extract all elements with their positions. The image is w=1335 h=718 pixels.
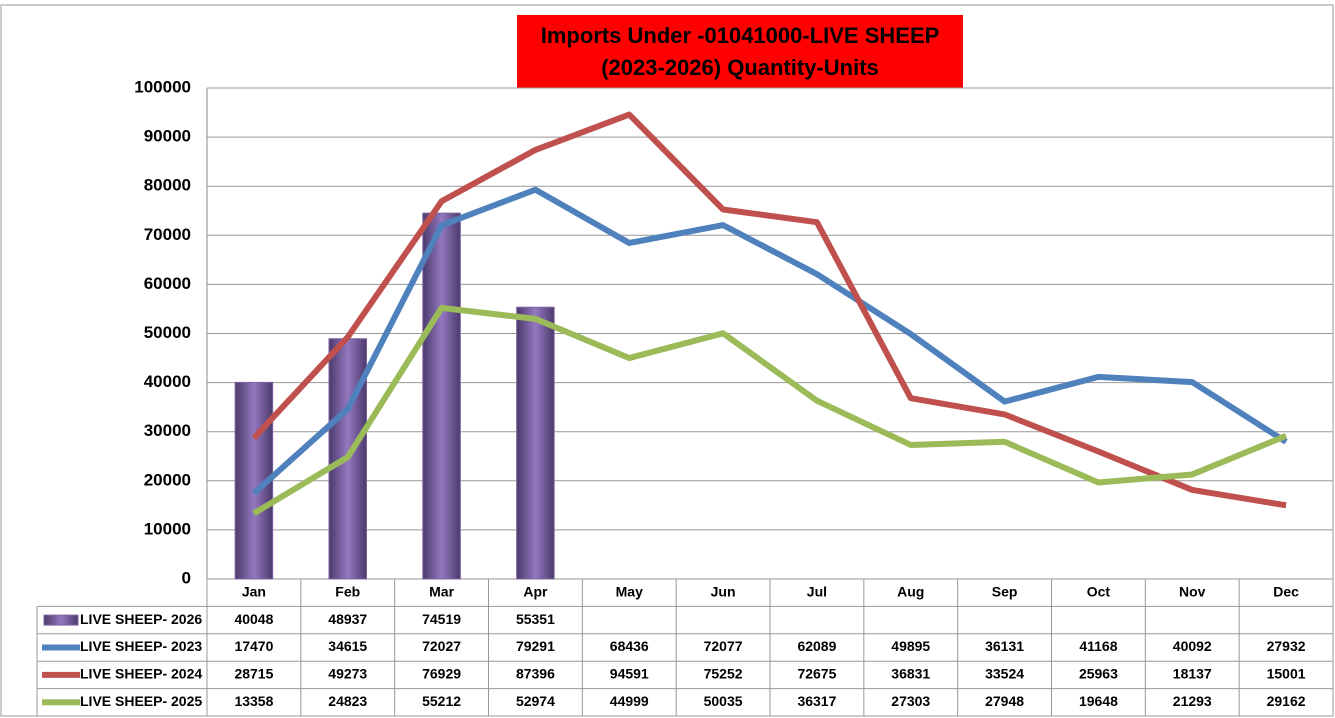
x-tick-label: May: [616, 583, 643, 599]
table-value: 25963: [1079, 666, 1118, 682]
y-tick-label: 40000: [144, 372, 191, 391]
title-box: [517, 15, 963, 88]
y-tick-label: 100000: [134, 77, 191, 96]
table-value: 17470: [234, 638, 273, 654]
y-tick-label: 90000: [144, 127, 191, 146]
table-value: 79291: [516, 638, 555, 654]
table-value: 76929: [422, 666, 461, 682]
line-series: [252, 304, 1288, 516]
table-value: 41168: [1079, 638, 1117, 654]
table-value: 36317: [797, 693, 836, 709]
x-tick-label: Jul: [807, 583, 827, 599]
table-value: 49273: [328, 666, 367, 682]
table-value: 49895: [891, 638, 930, 654]
bar: [422, 212, 461, 580]
table-value: 72027: [422, 638, 461, 654]
y-tick-label: 50000: [144, 323, 191, 342]
x-tick-label: Sep: [992, 583, 1018, 599]
legend-label: LIVE SHEEP- 2024: [80, 666, 202, 682]
y-tick-label: 0: [182, 568, 191, 587]
x-tick-label: Feb: [335, 583, 360, 599]
table-value: 21293: [1173, 693, 1212, 709]
table-value: 94591: [610, 666, 649, 682]
x-tick-label: Aug: [897, 583, 924, 599]
table-value: 44999: [610, 693, 649, 709]
table-value: 13358: [234, 693, 273, 709]
table-value: 75252: [704, 666, 743, 682]
chart-border: [0, 4, 1334, 717]
bar: [516, 306, 555, 580]
chart-title: (2023-2026) Quantity-Units: [601, 55, 879, 80]
y-tick-label: 30000: [144, 421, 191, 440]
x-tick-label: Nov: [1179, 583, 1206, 599]
table-value: 52974: [516, 693, 555, 709]
table-value: 28715: [234, 666, 273, 682]
x-tick-label: Jun: [711, 583, 736, 599]
table-value: 68436: [610, 638, 649, 654]
y-tick-label: 60000: [144, 274, 191, 293]
table-value: 24823: [328, 693, 367, 709]
x-tick-label: Apr: [523, 583, 548, 599]
table-value: 29162: [1267, 693, 1306, 709]
legend-label: LIVE SHEEP- 2025: [80, 693, 202, 709]
y-tick-label: 20000: [144, 470, 191, 489]
legend-label: LIVE SHEEP- 2023: [80, 638, 202, 654]
table-value: 72675: [797, 666, 836, 682]
legend-key: [43, 614, 79, 626]
line-series: [251, 186, 1288, 496]
table-value: 55212: [422, 693, 461, 709]
table-value: 36831: [891, 666, 930, 682]
table-value: 72077: [704, 638, 743, 654]
table-value: 36131: [985, 638, 1024, 654]
table-value: 40048: [234, 611, 273, 627]
table-value: 87396: [516, 666, 555, 682]
y-tick-label: 80000: [144, 176, 191, 195]
table-value: 15001: [1267, 666, 1306, 682]
x-tick-label: Dec: [1273, 583, 1299, 599]
line-series: [251, 111, 1287, 509]
table-value: 62089: [797, 638, 836, 654]
table-value: 33524: [985, 666, 1024, 682]
x-tick-label: Jan: [242, 583, 266, 599]
legend-label: LIVE SHEEP- 2026: [80, 611, 202, 627]
table-value: 74519: [422, 611, 461, 627]
table-value: 27948: [985, 693, 1024, 709]
table-value: 50035: [704, 693, 743, 709]
table-value: 55351: [516, 611, 555, 627]
table-value: 27303: [891, 693, 930, 709]
x-tick-label: Oct: [1087, 583, 1111, 599]
table-value: 48937: [328, 611, 367, 627]
chart-title: Imports Under -01041000-LIVE SHEEP: [541, 23, 940, 48]
table-value: 27932: [1267, 638, 1306, 654]
table-value: 19648: [1079, 693, 1118, 709]
table-value: 34615: [328, 638, 367, 654]
y-tick-label: 70000: [144, 225, 191, 244]
x-tick-label: Mar: [429, 583, 454, 599]
table-value: 18137: [1173, 666, 1212, 682]
y-tick-label: 10000: [144, 519, 191, 538]
table-value: 40092: [1173, 638, 1212, 654]
